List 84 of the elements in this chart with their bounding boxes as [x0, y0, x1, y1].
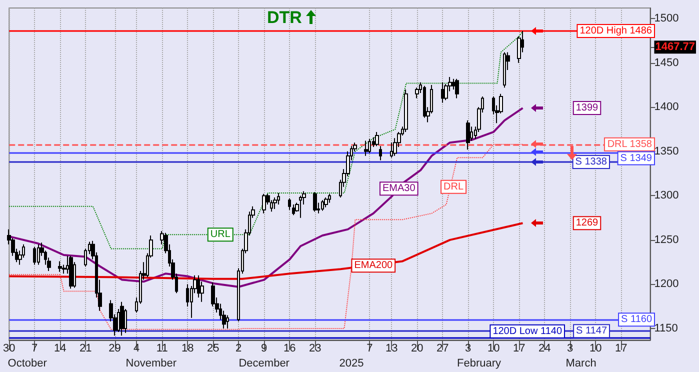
candlestick [423, 85, 426, 118]
x2-tick-label: December [238, 358, 290, 370]
ref-line-label: 120D Low 1140 [492, 326, 562, 337]
candlestick [288, 198, 291, 210]
x-tick-label: 3 [567, 342, 574, 354]
candlestick [404, 88, 408, 132]
x-tick-label: 27 [436, 342, 449, 354]
x-tick-label: 11 [156, 342, 168, 354]
y-tick-label: 1250 [654, 234, 679, 246]
line-series [8, 107, 524, 288]
candlestick [328, 193, 331, 204]
ref-line-label: S 1147 [576, 326, 608, 337]
x-tick-label: 17 [512, 342, 526, 354]
candlestick [466, 120, 470, 150]
x2-tick-label: November [126, 358, 177, 370]
chart-title: DTR [267, 8, 302, 27]
x2-tick-label: 2025 [339, 358, 364, 370]
y-tick-label: 1467.77 [655, 41, 696, 54]
y-tick-label: 1300 [654, 190, 679, 202]
x-tick-label: 3 [465, 342, 472, 354]
candlestick [262, 193, 266, 214]
x-tick-label: 29 [108, 342, 121, 354]
line-series [8, 30, 524, 250]
ref-line-label: S 1338 [575, 156, 608, 168]
x-tick-label: 7 [32, 342, 38, 354]
candlestick [273, 196, 277, 210]
annotation: DRL [444, 181, 464, 192]
x-tick-label: 18 [181, 342, 194, 354]
x-tick-label: 16 [283, 342, 296, 354]
x-tick-label: 24 [538, 342, 551, 354]
x-tick-label: 17 [614, 342, 628, 354]
annotation: EMA200 [354, 260, 394, 272]
candlestick [375, 131, 379, 147]
x-tick-label: 14 [54, 342, 66, 354]
candlestick [441, 82, 444, 104]
candlestick [58, 260, 62, 272]
candlestick [321, 200, 324, 212]
line-series [8, 222, 524, 280]
candlestick [455, 78, 459, 99]
y-tick-label: 1500 [654, 12, 679, 25]
x-tick-label: 13 [385, 342, 398, 354]
y-tick-label: 1350 [654, 145, 679, 158]
x2-tick-label: March [566, 358, 596, 370]
y-tick-label: 1150 [654, 322, 678, 334]
annotation: 1399 [576, 102, 599, 114]
x-tick-label: 30 [2, 342, 16, 354]
annotation: EMA30 [382, 183, 416, 194]
candlestick [277, 192, 280, 206]
candlestick [503, 52, 506, 88]
candlestick [390, 142, 393, 158]
candlestick [37, 244, 40, 266]
candlestick [197, 274, 200, 298]
candlestick [324, 196, 328, 208]
x-tick-label: 4 [134, 342, 140, 354]
candlestick [69, 255, 73, 290]
candlestick [379, 146, 382, 161]
x-tick-label: 25 [206, 342, 220, 354]
x-tick-label: 21 [79, 342, 92, 354]
annotation: 1269 [576, 218, 599, 229]
x2-tick-label: October [8, 358, 48, 370]
ref-line-label: 120D High 1486 [580, 26, 652, 37]
annotation: URL [210, 229, 231, 240]
ref-line-label: S 1160 [621, 314, 652, 326]
ref-line-label: S 1349 [620, 152, 652, 164]
x-tick-label: 10 [487, 342, 500, 354]
y-tick-label: 1400 [654, 101, 679, 114]
x-tick-label: 10 [589, 342, 602, 354]
ref-line-label: DRL 1358 [607, 138, 652, 150]
candlestick [368, 138, 371, 154]
x-tick-label: 2 [236, 342, 242, 354]
y-tick-label: 1450 [654, 56, 679, 69]
candlestick [226, 314, 229, 329]
candlestick [120, 301, 124, 336]
x-tick-label: 23 [308, 342, 322, 354]
x-tick-label: 7 [366, 342, 373, 354]
x-tick-label: 9 [261, 342, 268, 354]
candlestick [292, 204, 295, 216]
x-tick-label: 20 [410, 342, 424, 354]
candlestick [313, 192, 317, 212]
x2-tick-label: February [457, 358, 502, 370]
candlestick [33, 246, 36, 266]
candlestick [364, 140, 368, 156]
candlestick [299, 195, 302, 218]
y-tick-label: 1200 [654, 278, 679, 290]
